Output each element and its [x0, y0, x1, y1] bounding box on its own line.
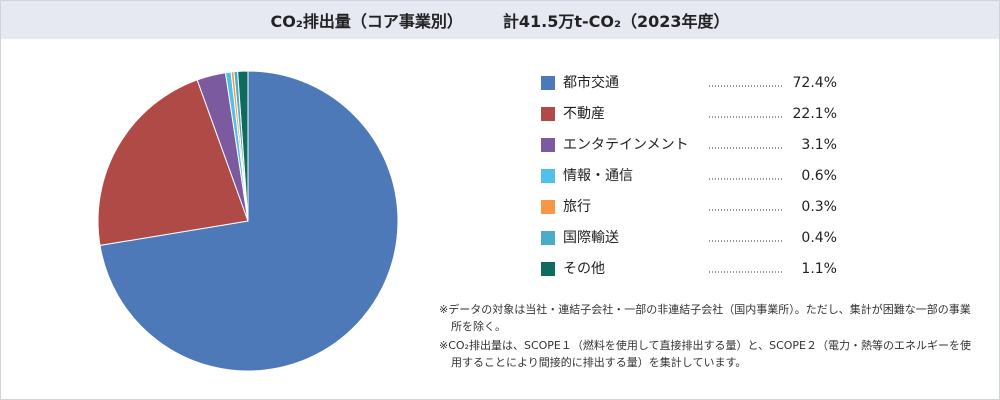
value-label: 0.6%	[801, 168, 837, 184]
pie-slice	[99, 70, 399, 372]
legend-label: 旅行	[563, 199, 591, 215]
legend-swatch	[541, 169, 555, 183]
value-label: 3.1%	[801, 137, 837, 153]
legend-swatch	[541, 200, 555, 214]
value-label: 72.4%	[793, 75, 837, 91]
legend-label: 情報・通信	[563, 168, 633, 184]
chart-title: CO₂排出量（コア事業別）	[270, 12, 463, 31]
legend-label: その他	[563, 261, 605, 277]
notes: ※データの対象は当社・連結子会社・一部の非連結子会社（国内事業所）。ただし、集計…	[439, 301, 979, 373]
value-label: 22.1%	[793, 106, 837, 122]
legend-label: 都市交通	[563, 74, 619, 91]
value-label: 0.3%	[801, 199, 837, 215]
pie-slice	[237, 70, 249, 222]
pie-slice	[97, 79, 249, 246]
legend-label: エンタテインメント	[563, 137, 689, 153]
legend-swatch	[541, 107, 555, 121]
legend-label: 国際輸送	[563, 230, 619, 246]
value-label: 1.1%	[801, 261, 837, 277]
chart-subtitle: 計41.5万t-CO₂（2023年度）	[502, 12, 730, 31]
legend-swatch	[541, 262, 555, 276]
legend-swatch	[541, 76, 555, 90]
value-label: 0.4%	[801, 230, 837, 246]
legend-label: 不動産	[563, 106, 605, 122]
note: ※CO₂排出量は、SCOPE１（燃料を使用して直接排出する量）と、SCOPE２（…	[439, 339, 972, 369]
title-bar: CO₂排出量（コア事業別） 計41.5万t-CO₂（2023年度）	[1, 1, 999, 39]
legend-swatch	[541, 138, 555, 152]
note: ※データの対象は当社・連結子会社・一部の非連結子会社（国内事業所）。ただし、集計…	[439, 303, 971, 333]
legend-swatch	[541, 231, 555, 245]
